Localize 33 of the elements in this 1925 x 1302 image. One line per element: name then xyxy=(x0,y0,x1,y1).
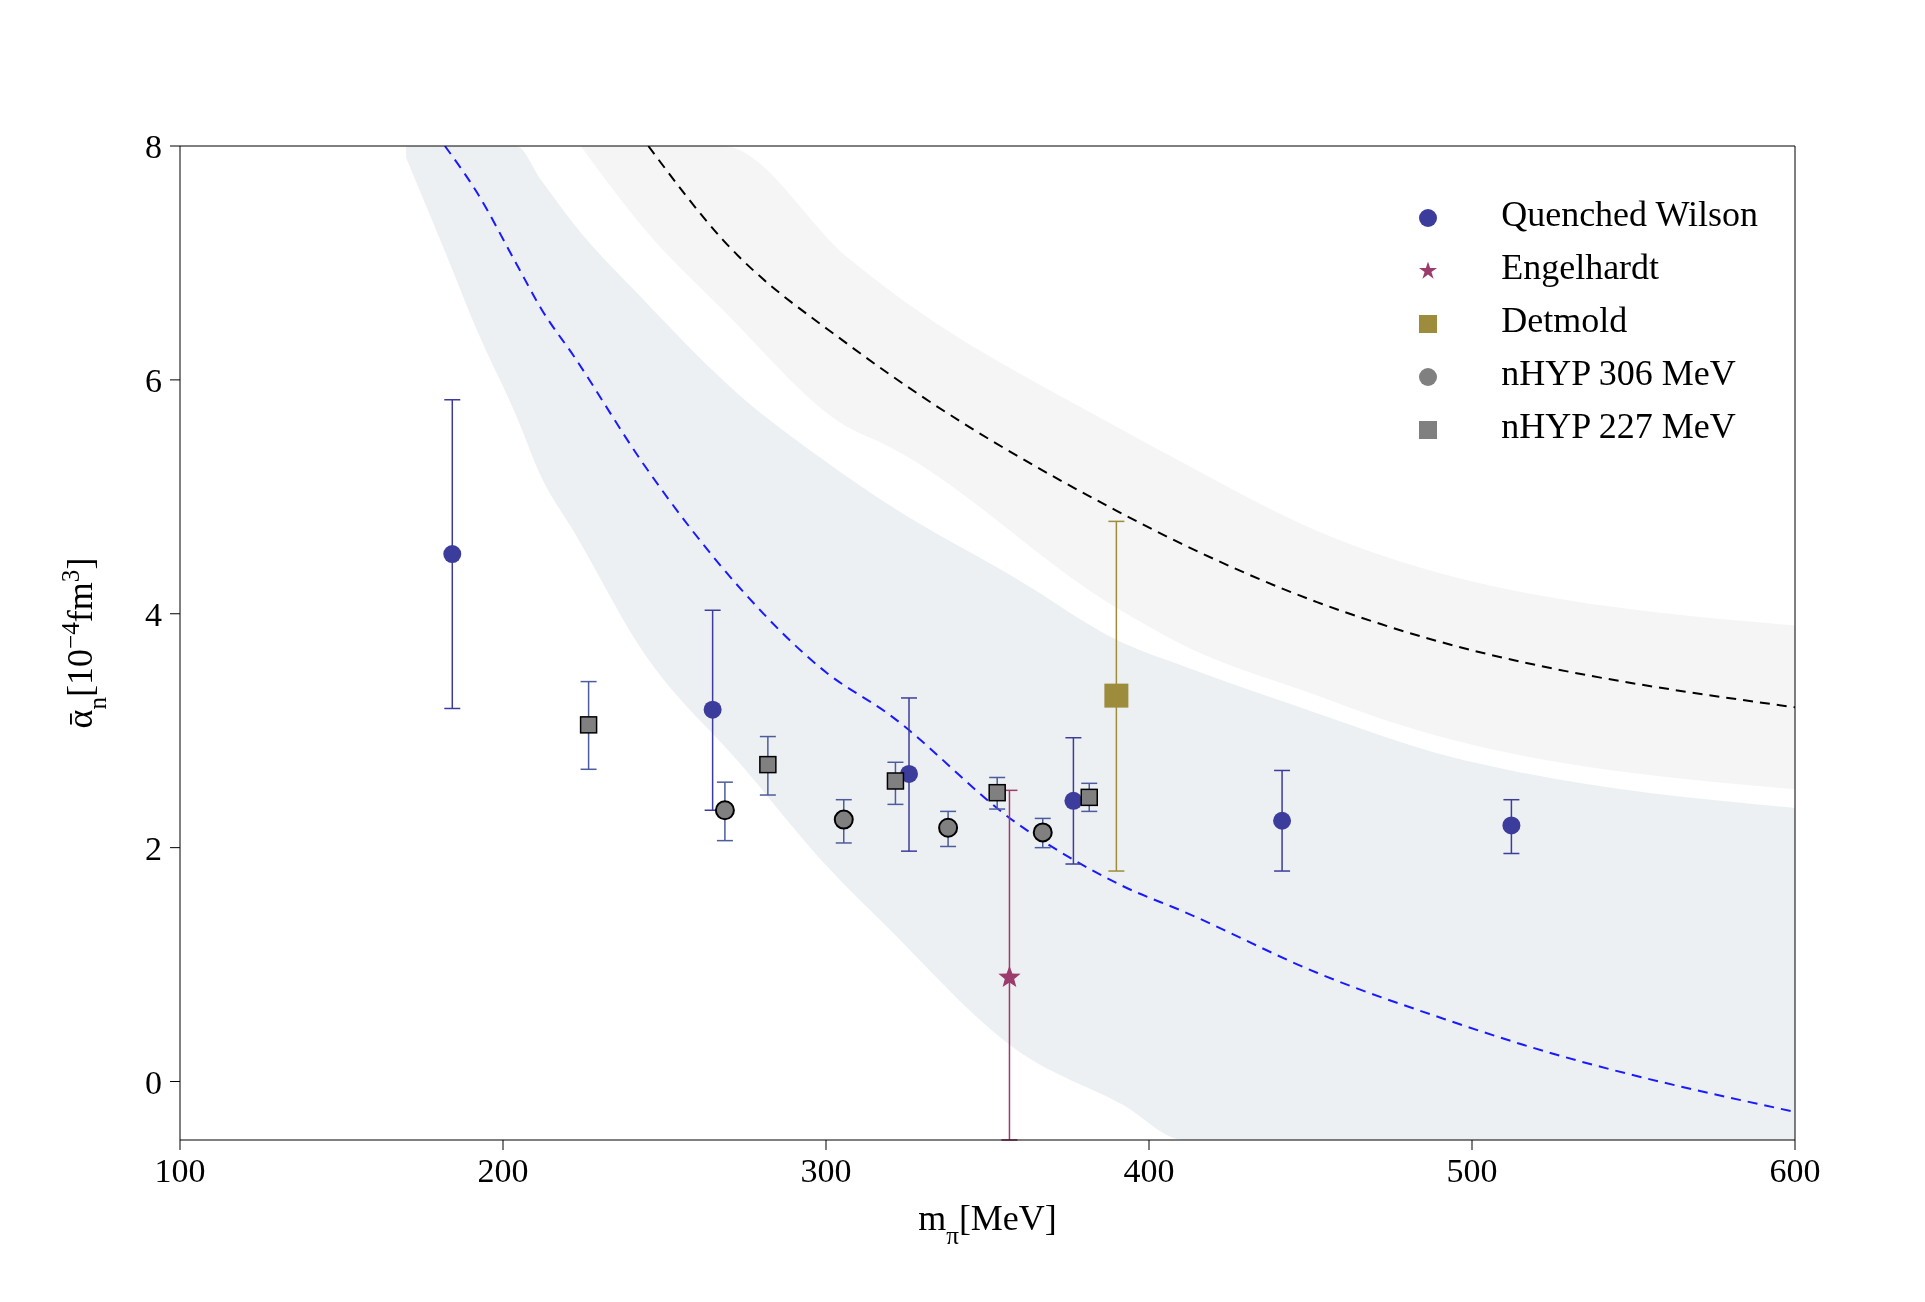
legend-label: Engelhardt xyxy=(1501,247,1660,287)
x-tick-label: 500 xyxy=(1446,1152,1498,1190)
y-tick-label: 4 xyxy=(145,595,162,633)
y-tick-label: 2 xyxy=(145,829,162,867)
point xyxy=(443,545,462,564)
point xyxy=(886,772,905,790)
y-tick-label: 6 xyxy=(145,361,162,399)
x-axis-title: m$_{π}$[MeV] xyxy=(918,1198,1057,1249)
legend-label: nHYP 227 MeV xyxy=(1501,406,1736,446)
point xyxy=(703,700,722,719)
legend-label: nHYP 306 MeV xyxy=(1501,353,1736,393)
point xyxy=(1104,683,1129,708)
point xyxy=(833,809,854,830)
x-tick-label: 200 xyxy=(477,1152,529,1190)
point xyxy=(714,800,735,821)
point xyxy=(1032,822,1053,843)
point xyxy=(1064,791,1083,810)
x-tick-label: 300 xyxy=(800,1152,852,1190)
point xyxy=(759,755,777,774)
point xyxy=(1080,788,1098,807)
y-tick-label: 8 xyxy=(145,128,162,166)
point xyxy=(579,716,598,734)
legend-label: Detmold xyxy=(1501,300,1628,340)
y-tick-label: 0 xyxy=(145,1063,162,1101)
point xyxy=(988,783,1006,802)
point xyxy=(1273,811,1292,830)
point xyxy=(1502,816,1521,835)
x-tick-label: 100 xyxy=(154,1152,206,1190)
x-tick-label: 400 xyxy=(1123,1152,1175,1190)
legend-label: Quenched Wilson xyxy=(1501,194,1758,234)
point xyxy=(938,817,959,838)
point xyxy=(998,965,1021,987)
x-tick-label: 600 xyxy=(1769,1152,1821,1190)
